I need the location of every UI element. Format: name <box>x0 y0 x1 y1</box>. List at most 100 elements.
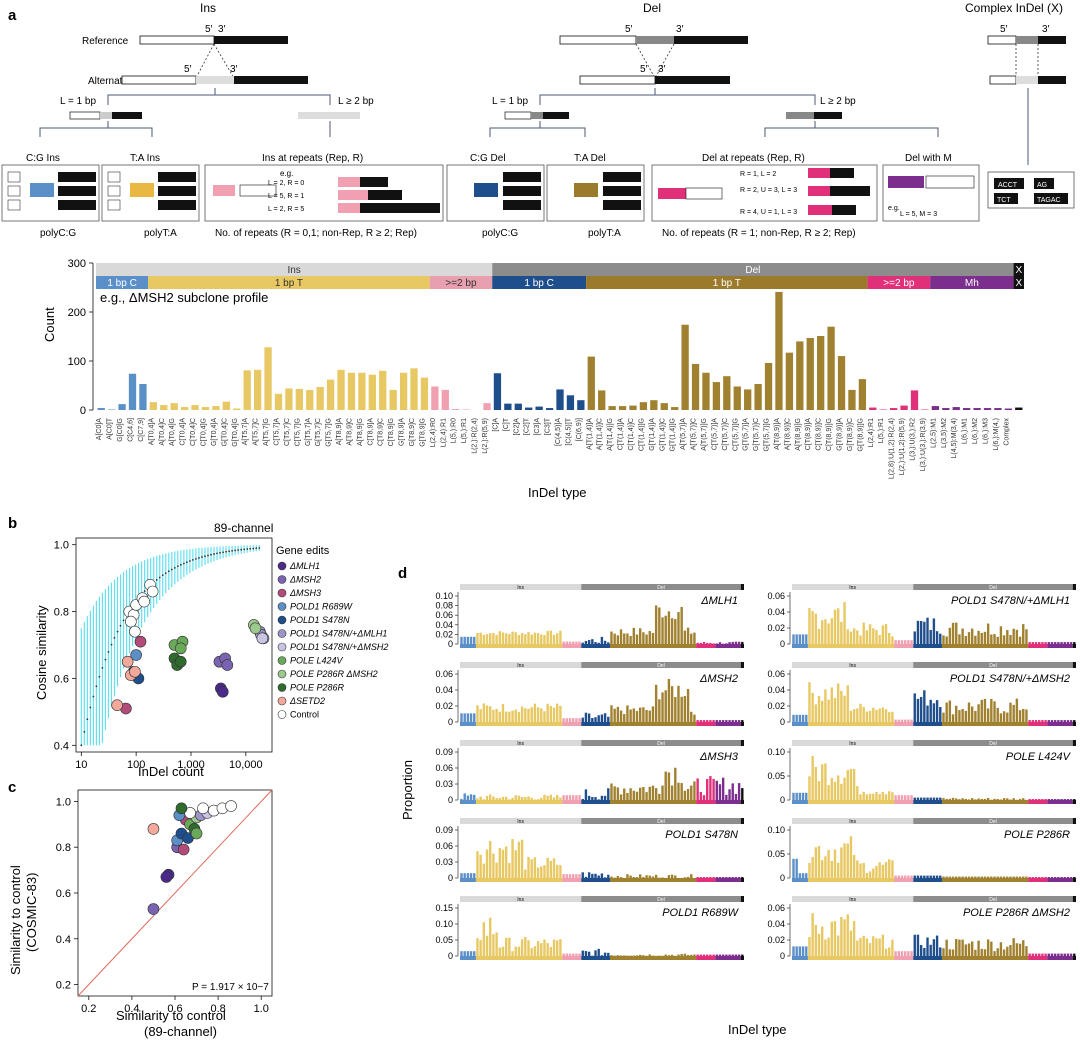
b-ci-point <box>192 559 194 561</box>
ins-l2-label: L ≥ 2 bp <box>338 96 374 107</box>
d-bar <box>463 873 466 878</box>
d-bar <box>686 876 690 878</box>
d-bar <box>683 696 687 722</box>
a-xtick-label: C[T(5,7)]C <box>722 418 729 451</box>
ins-polyta: polyT:A <box>144 228 177 239</box>
d-subtype-strip <box>1072 644 1076 648</box>
d-bar <box>919 875 923 878</box>
b-legend-label: POLD1 S478N <box>290 615 350 625</box>
d-band-ins <box>792 896 914 902</box>
d-band-ins-label: Ins <box>849 741 856 747</box>
d-bar <box>741 788 744 800</box>
d-bar <box>556 795 559 800</box>
panel-label-a: a <box>8 7 17 24</box>
a-xtick-label: G[T(1,4)]A <box>649 418 656 451</box>
a-subtype-label: 1 bp C <box>107 278 136 289</box>
d-bar <box>559 630 562 644</box>
d-bar <box>664 954 667 956</box>
d-bar <box>709 776 712 800</box>
d-bar <box>482 922 486 956</box>
a-bar <box>1015 407 1023 410</box>
b-ci-point <box>170 568 173 571</box>
d-band-x <box>740 818 744 824</box>
d-bar <box>1053 953 1057 956</box>
svg-text:5′: 5′ <box>625 24 633 35</box>
a-xtick-label: G[T(5,7)]C <box>753 418 760 451</box>
c-xtick-label: 0.2 <box>81 1003 96 1015</box>
b-ci-point <box>249 547 252 550</box>
d-bar <box>469 794 473 800</box>
d-ytick-label: 0.02 <box>435 629 453 639</box>
d-bar <box>872 628 875 644</box>
d-bar <box>466 873 470 878</box>
d-bar <box>852 709 856 722</box>
a-bar <box>347 372 356 410</box>
a-xtick-label: A[T0,4]A <box>148 418 155 446</box>
a-xtick-label: [C(4,5)]A <box>555 418 562 446</box>
d-subtype-strip <box>696 722 716 726</box>
d-bar <box>967 702 971 722</box>
d-subtype-strip <box>894 956 914 960</box>
d-bar <box>600 873 604 878</box>
b-legend-marker <box>277 683 287 692</box>
d-subtype-strip <box>609 644 697 648</box>
svg-text:L = 1 bp: L = 1 bp <box>492 96 528 107</box>
d-bar <box>638 707 642 722</box>
svg-text:polyC:G: polyC:G <box>482 228 518 239</box>
d-bar <box>980 948 983 956</box>
d-bar <box>530 707 533 722</box>
b-ci-point <box>158 576 161 579</box>
d-bar <box>562 795 565 800</box>
d-bar <box>817 628 821 644</box>
svg-text:L = 5, R = 1: L = 5, R = 1 <box>268 193 304 200</box>
a-xtick-label: A[T5,7]A <box>242 418 249 446</box>
d-subtype-strip <box>894 644 914 648</box>
d-bar <box>693 954 696 956</box>
d-bar <box>654 684 658 722</box>
d-bar <box>878 708 881 722</box>
a-xtick-label: C[T(8,9)]G <box>826 418 833 451</box>
d-band-x <box>1072 584 1076 590</box>
a-xtick-label: C[C4,6] <box>127 418 134 442</box>
d-bar <box>489 917 492 956</box>
d-band-ins-label: Ins <box>517 585 524 591</box>
d-subtype-strip <box>715 644 741 648</box>
b-ci-point <box>207 554 209 557</box>
d-bar <box>916 698 920 722</box>
d-bar <box>559 705 562 722</box>
d-bar <box>923 797 926 800</box>
d-bar <box>670 874 674 878</box>
d-bar <box>629 875 632 878</box>
d-band-del <box>913 662 1073 668</box>
d-bar <box>884 862 888 878</box>
d-bar <box>955 622 958 644</box>
d-bar <box>945 939 948 956</box>
d-ytick-label: 0.05 <box>767 771 785 781</box>
d-bar <box>808 776 811 800</box>
d-bar <box>591 639 594 644</box>
d-bar <box>951 714 955 722</box>
b-legend-marker <box>277 710 287 719</box>
d-band-del-label: Del <box>989 585 997 591</box>
d-bar <box>808 682 811 722</box>
d-ytick-label: 0.06 <box>435 763 453 773</box>
d-bar <box>996 798 999 800</box>
alternative-label: Alternative <box>88 76 136 87</box>
d-bar <box>495 932 498 956</box>
d-bar <box>629 788 632 800</box>
a-xtick-label: C[T0,4]C <box>190 418 197 446</box>
d-band-ins-label: Ins <box>517 741 524 747</box>
a-bar <box>285 388 293 410</box>
d-bar <box>504 711 508 722</box>
d-bar <box>664 771 667 800</box>
d-bar <box>795 634 798 644</box>
d-bar <box>897 951 900 956</box>
d-bar <box>1047 799 1050 800</box>
b-legend-label: Control <box>290 710 319 720</box>
d-bar <box>1041 720 1044 722</box>
d-bar <box>473 794 476 800</box>
d-bar <box>489 706 492 722</box>
a-xtick-label: A[T(8,9)]C <box>784 418 791 450</box>
a-bar <box>660 403 668 410</box>
d-bar <box>642 877 645 878</box>
